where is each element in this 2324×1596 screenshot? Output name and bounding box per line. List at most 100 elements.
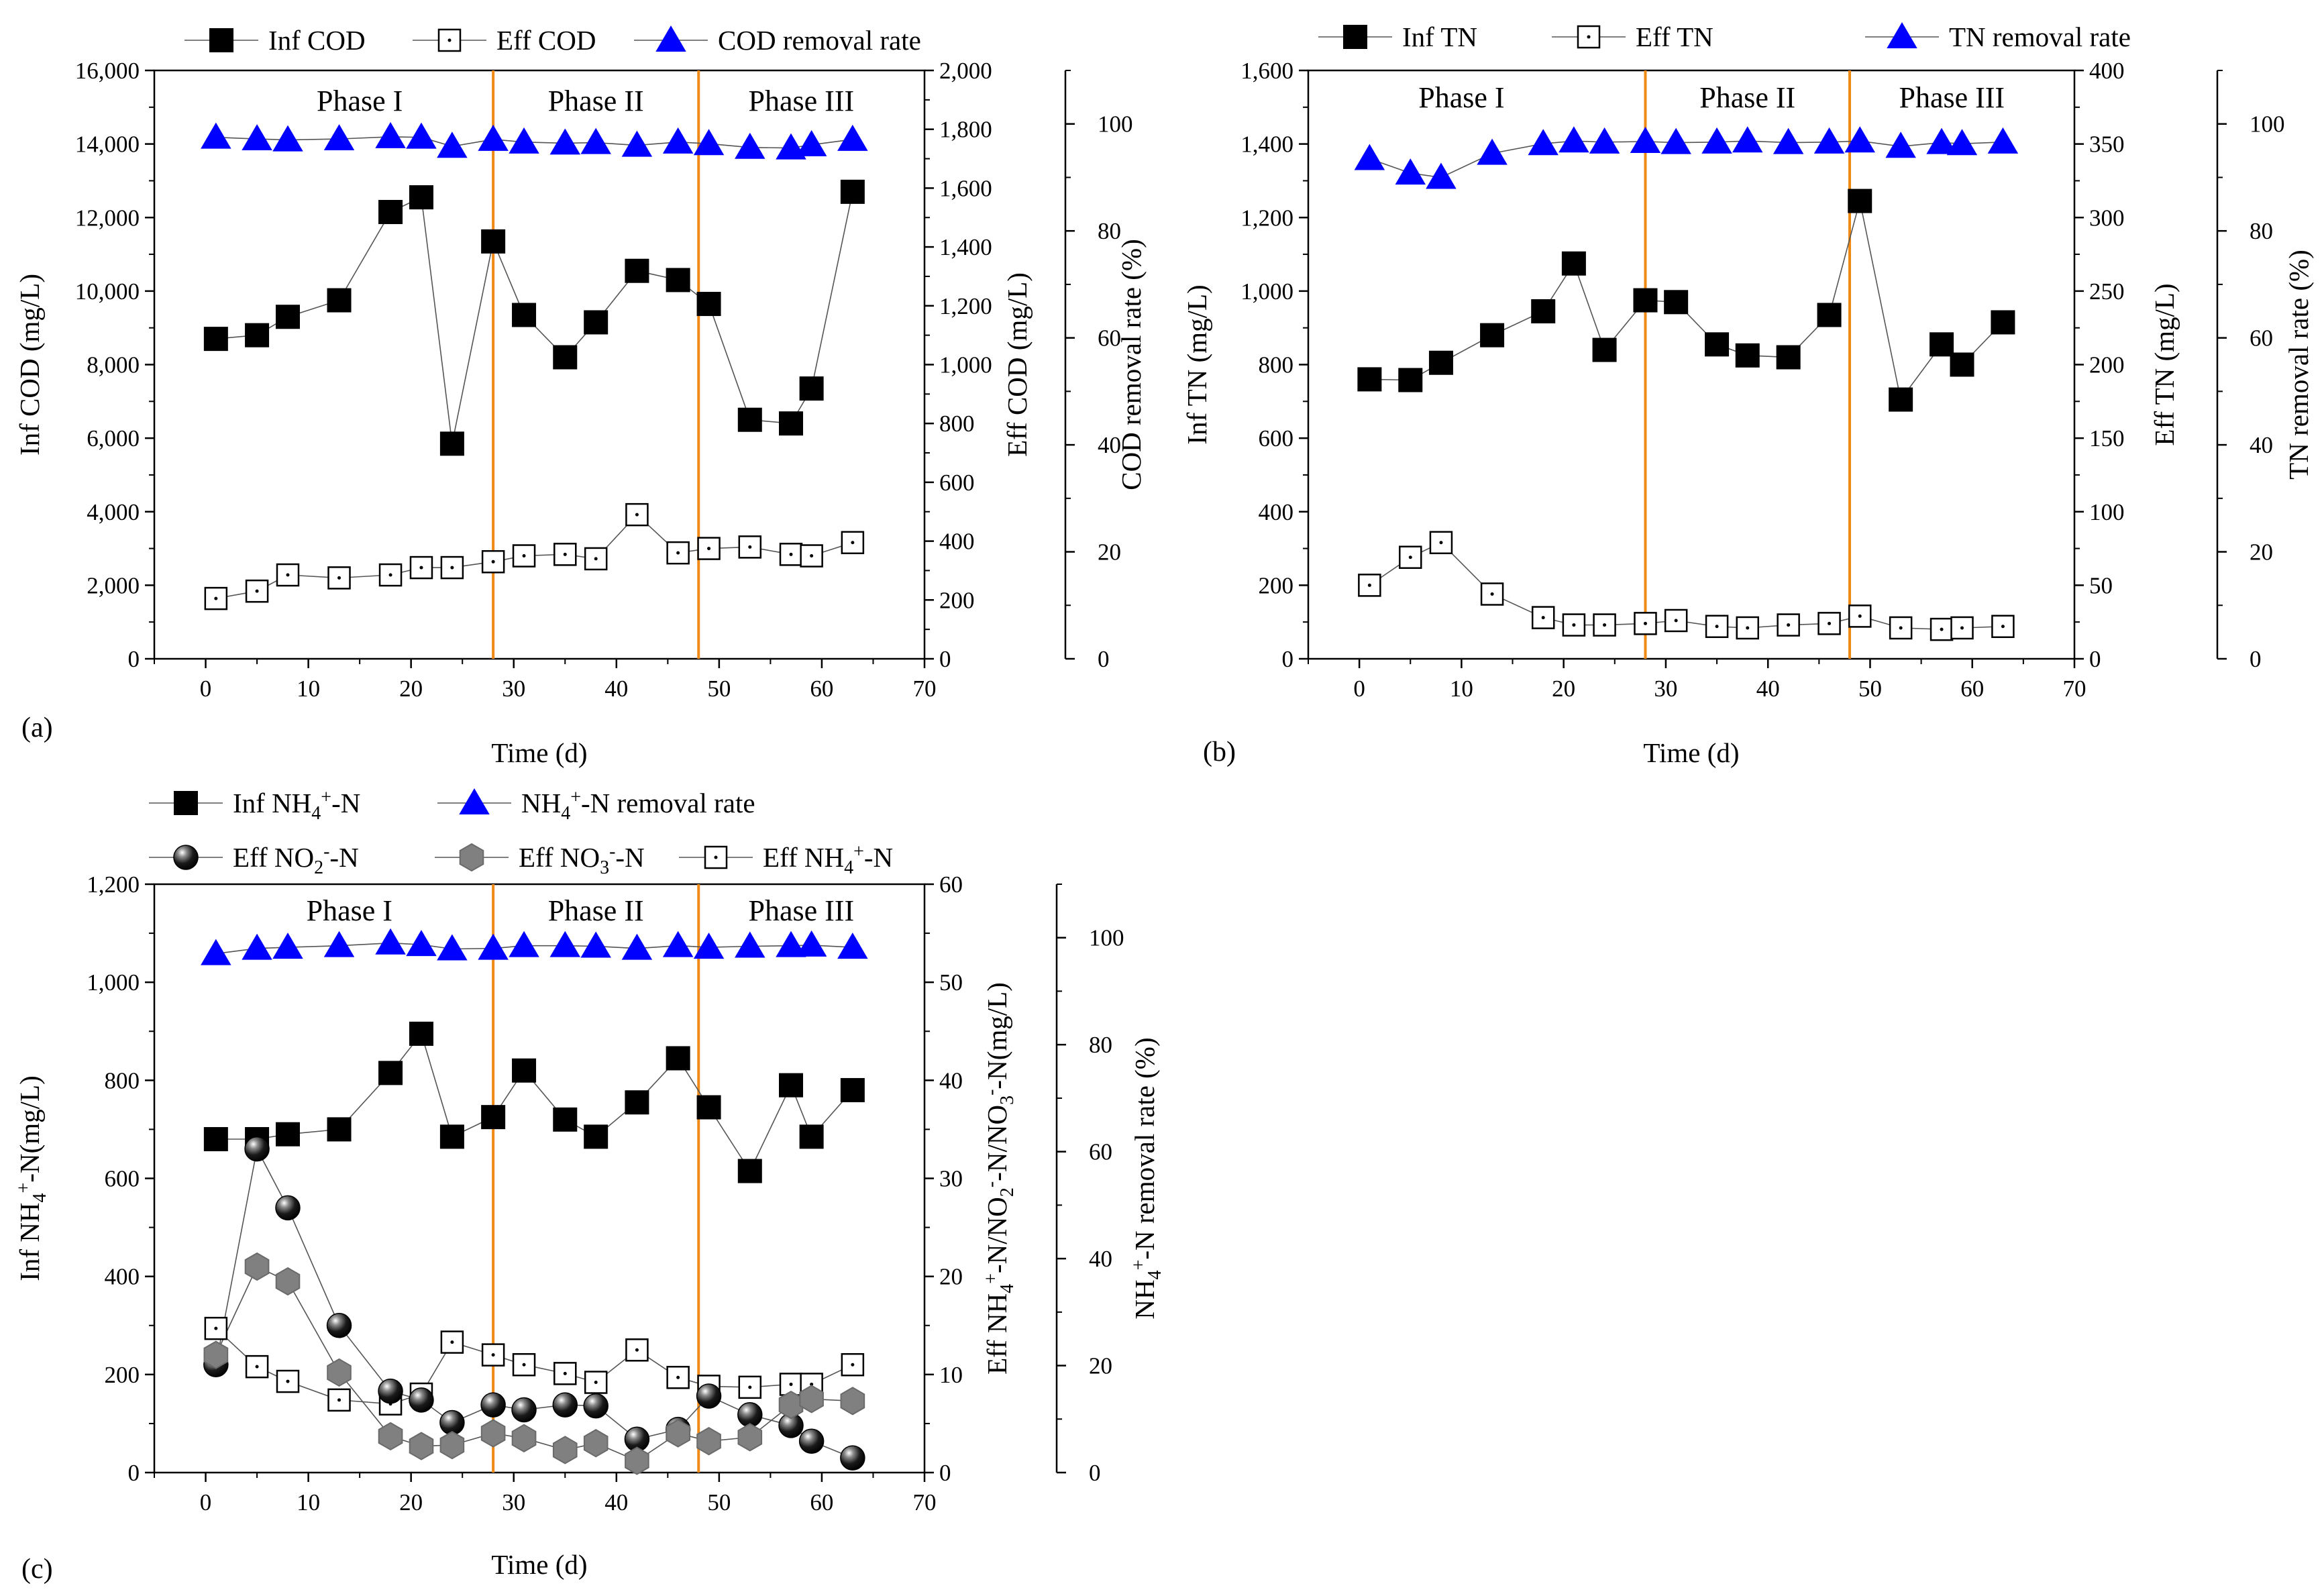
data-point [1848,189,1872,213]
data-point [1705,332,1730,357]
offset-axis-label: COD removal rate (%) [1116,239,1147,490]
data-point [553,1362,577,1385]
data-point [481,229,506,254]
data-point [327,288,352,313]
legend-marker [209,28,233,52]
data-point [696,292,721,317]
legend-label: COD removal rate [718,25,921,56]
left-tick-label: 200 [105,1362,140,1388]
x-tick-label: 70 [913,1489,937,1515]
data-point [378,563,403,587]
data-point [735,132,765,159]
data-point [480,1392,506,1418]
data-point [1930,617,1954,641]
offset-tick-label: 40 [2250,432,2273,458]
left-tick-label: 14,000 [75,131,140,158]
right-tick-label: 800 [939,411,975,437]
data-point [276,1369,300,1393]
series-eff-tn [1358,531,2015,641]
data-point [666,1365,690,1389]
right-tick-label: 200 [2089,352,2125,378]
right-tick-label: 250 [2089,278,2125,305]
legend-marker [1887,22,1917,48]
data-point [584,1124,609,1149]
legend-label: Inf COD [268,25,366,56]
x-tick-label: 60 [810,676,833,702]
data-point [583,1393,609,1419]
offset-tick-label: 40 [1098,432,1121,458]
right-tick-label: 1,600 [939,175,992,201]
data-point [1946,129,1978,156]
x-tick-label: 10 [1450,676,1473,702]
right-tick-label: 1,000 [939,352,992,378]
data-point [1889,387,1913,412]
data-point [621,933,653,960]
data-point [1528,129,1559,156]
left-tick-label: 800 [1259,352,1294,378]
data-point [378,1061,403,1085]
data-point [375,121,406,148]
offset-axis-label: TN removal rate (%) [2283,250,2314,480]
left-tick-label: 400 [105,1264,140,1290]
data-point [1559,126,1589,153]
left-tick-label: 10,000 [75,278,140,305]
offset-tick-label: 0 [1089,1460,1101,1486]
legend-label: Eff COD [496,25,596,56]
phase-label: Phase III [749,894,855,927]
data-point [275,305,300,329]
data-point [737,1423,763,1452]
left-tick-label: 16,000 [75,58,140,84]
data-point [696,1383,722,1409]
data-point [553,1107,578,1132]
phase-label: Phase I [317,85,403,117]
right-tick-label: 0 [2089,646,2101,672]
legend-marker [704,845,728,869]
data-point [779,543,803,566]
data-point [1592,337,1617,362]
data-point [1531,606,1555,629]
series-eff-nh4-n [204,1316,865,1416]
x-tick-label: 70 [2063,676,2087,702]
offset-tick-label: 80 [1098,218,1121,244]
data-point [798,1428,825,1454]
data-point [378,200,403,225]
data-point [1930,332,1954,357]
data-point [437,934,468,961]
legend-label: Eff NO3--N [519,841,645,878]
left-tick-label: 200 [1259,572,1294,598]
data-point [1885,131,1916,158]
data-point [375,928,406,955]
data-point [245,579,269,603]
data-point [1735,343,1760,368]
data-point [409,1021,433,1046]
data-point [580,931,611,958]
data-point [409,185,433,210]
phase-label: Phase III [1899,81,2005,114]
data-point [1926,127,1957,154]
x-tick-label: 30 [502,1489,525,1515]
data-point [776,133,806,160]
offset-tick-label: 20 [2250,539,2273,566]
x-tick-label: 60 [1960,676,1984,702]
x-tick-label: 0 [200,1489,212,1515]
data-point [776,930,806,957]
legend-marker [437,28,462,52]
data-point [1991,615,2015,639]
legend-item: Inf COD [184,25,366,56]
x-tick-label: 40 [604,676,628,702]
data-point [275,1267,301,1296]
left-tick-label: 600 [1259,425,1294,451]
data-point [799,1385,824,1414]
data-point [666,268,690,292]
left-tick-label: 400 [1259,499,1294,525]
left-tick-label: 600 [105,1166,140,1192]
data-point [1813,127,1845,154]
offset-tick-label: 40 [1089,1246,1112,1272]
offset-tick-label: 60 [1098,325,1121,352]
panel-label: (c) [21,1554,53,1585]
data-point [1773,127,1804,154]
series-eff-cod [204,502,865,610]
data-point [779,411,804,436]
left-tick-label: 1,600 [1240,58,1293,84]
data-point [696,1095,721,1120]
